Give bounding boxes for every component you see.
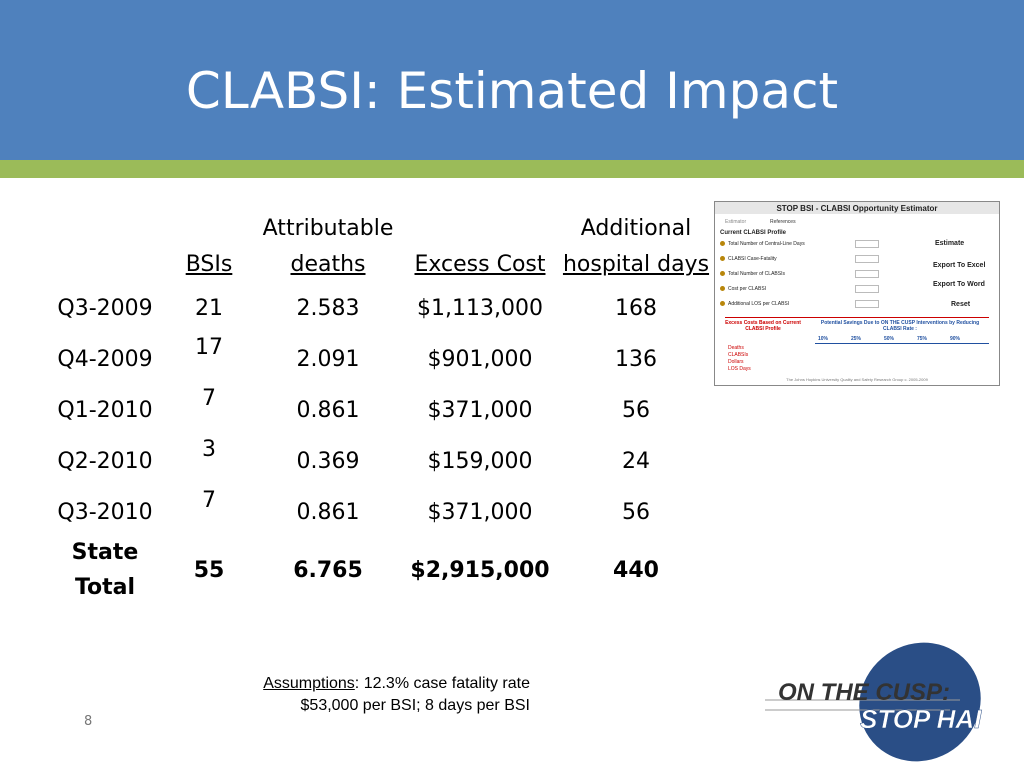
inset-button: Reset: [951, 301, 971, 308]
inset-divider: [725, 317, 989, 318]
inset-tab: References: [770, 219, 796, 225]
inset-tab: Estimator: [725, 219, 747, 225]
inset-measure: CLABSIs: [728, 352, 749, 358]
inset-dot: [720, 271, 725, 276]
inset-footer: The Johns Hopkins University Quality and…: [786, 377, 928, 382]
logo-text: ON THE CUSP:: [778, 679, 950, 706]
inset-input: [855, 255, 879, 263]
assumptions: Assumptions: 12.3% case fatality rate $5…: [150, 673, 530, 717]
column-header: hospital days: [562, 252, 710, 277]
inset-input: [855, 285, 879, 293]
inset-input: [855, 240, 879, 248]
inset-dot: [720, 241, 725, 246]
total-cell: 55: [193, 558, 225, 583]
table-cell: 24: [622, 449, 650, 474]
inset-divider: [815, 343, 989, 344]
assumptions-line: $53,000 per BSI; 8 days per BSI: [300, 697, 530, 714]
accent-stripe: [0, 160, 1024, 178]
table-cell: $371,000: [427, 500, 533, 525]
inset-dot: [720, 301, 725, 306]
assumptions-line: : 12.3% case fatality rate: [354, 675, 530, 692]
row-label: Q2-2010: [57, 449, 153, 474]
estimator-screenshot: STOP BSI - CLABSI Opportunity Estimator …: [714, 201, 1000, 386]
total-cell: 6.765: [293, 558, 363, 583]
table-cell: 2.091: [296, 347, 360, 372]
page-number: 8: [84, 714, 93, 729]
inset-field: Additional LOS per CLABSI: [728, 301, 790, 307]
table-cell: $901,000: [427, 347, 533, 372]
inset-savings: Potential Savings Due to ON THE CUSP Int…: [820, 320, 980, 332]
row-label: Q1-2010: [57, 398, 153, 423]
table-cell: $1,113,000: [417, 296, 543, 321]
slide-title: CLABSI: Estimated Impact: [185, 62, 839, 120]
table-cell: 0.861: [296, 500, 360, 525]
table-cell: 56: [622, 398, 650, 423]
total-cell: $2,915,000: [410, 558, 550, 583]
table-cell: $371,000: [427, 398, 533, 423]
inset-section: Current CLABSI Profile: [720, 230, 787, 236]
inset-field: Cost per CLABSI: [728, 286, 767, 292]
inset-field: CLABSI Case-Fatality: [728, 256, 777, 262]
logo: ON THE CUSP: STOP HAI: [765, 642, 982, 762]
logo-text: STOP HAI: [860, 704, 982, 734]
inset-input: [855, 300, 879, 308]
inset-button: Estimate: [935, 240, 965, 247]
column-header: Additional: [580, 216, 692, 241]
table-cell: 21: [195, 296, 223, 321]
title-band: [0, 0, 1024, 160]
table-cell: 7: [202, 386, 216, 411]
inset-button: Export To Word: [933, 281, 985, 288]
row-label: Q4-2009: [57, 347, 153, 372]
inset-dot: [720, 256, 725, 261]
row-label: Q3-2010: [57, 500, 153, 525]
inset-percent: 10%: [818, 336, 829, 342]
inset-measure: Dollars: [728, 359, 744, 365]
table-cell: 168: [615, 296, 657, 321]
column-header: BSIs: [185, 252, 233, 277]
total-cell: 440: [613, 558, 659, 583]
table-cell: 3: [202, 437, 216, 462]
row-label: Q3-2009: [57, 296, 153, 321]
inset-percent: 90%: [950, 336, 961, 342]
table-cell: 17: [195, 335, 223, 360]
total-label: Total: [74, 575, 136, 600]
inset-measure: LOS Days: [728, 366, 751, 372]
table-cell: 136: [615, 347, 657, 372]
logo-shape: [859, 642, 981, 762]
inset-percent: 75%: [917, 336, 928, 342]
inset-percent: 25%: [851, 336, 862, 342]
column-header: Attributable: [262, 216, 394, 241]
inset-excess: Excess Costs Based on Current CLABSI Pro…: [725, 320, 801, 332]
table-cell: 0.861: [296, 398, 360, 423]
table-cell: 56: [622, 500, 650, 525]
table-cell: 7: [202, 488, 216, 513]
inset-dot: [720, 286, 725, 291]
table-cell: $159,000: [427, 449, 533, 474]
inset-measure: Deaths: [728, 345, 744, 351]
inset-percent: 50%: [884, 336, 895, 342]
column-header: Excess Cost: [414, 252, 546, 277]
inset-title: STOP BSI - CLABSI Opportunity Estimator: [776, 204, 938, 213]
total-label: State: [71, 540, 139, 565]
assumptions-label: Assumptions: [263, 675, 355, 692]
inset-button: Export To Excel: [933, 262, 986, 269]
inset-field: Total Number of CLABSIs: [728, 271, 785, 277]
inset-input: [855, 270, 879, 278]
column-header: deaths: [290, 252, 366, 277]
inset-field: Total Number of Central-Line Days: [728, 241, 805, 247]
table-cell: 2.583: [296, 296, 360, 321]
table-cell: 0.369: [296, 449, 360, 474]
